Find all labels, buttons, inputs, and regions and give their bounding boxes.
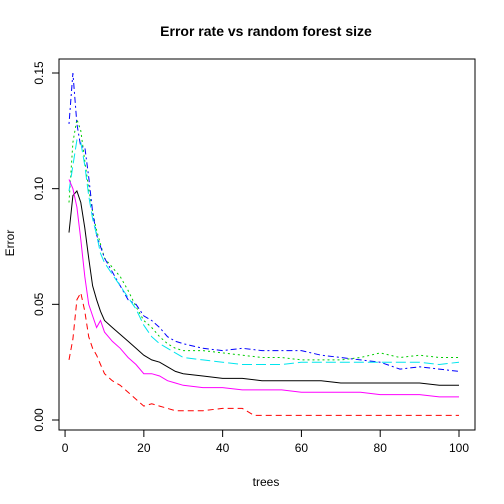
x-tick-label: 40	[216, 441, 230, 455]
series-line-6	[68, 179, 459, 398]
x-tick-label: 80	[374, 441, 388, 455]
y-tick-label: 0.00	[32, 408, 46, 432]
series-line-5	[68, 139, 460, 366]
series-line-2	[68, 291, 459, 416]
series-layer	[68, 72, 460, 416]
plot-frame	[58, 58, 476, 431]
x-tick-label: 60	[295, 441, 309, 455]
x-axis-label: trees	[253, 475, 280, 489]
series-line-3	[68, 119, 459, 361]
x-tick-label: 20	[137, 441, 151, 455]
x-tick-label: 0	[62, 441, 69, 455]
y-tick-label: 0.10	[32, 177, 46, 201]
x-axis: 0 20 40 60 80 100	[62, 429, 469, 455]
chart-title: Error rate vs random forest size	[160, 23, 372, 39]
series-line-1	[68, 190, 459, 386]
x-tick-label: 100	[449, 441, 469, 455]
y-tick-label: 0.15	[32, 61, 46, 85]
y-tick-label: 0.05	[32, 292, 46, 316]
y-axis-label: Error	[3, 230, 17, 257]
series-line-4	[68, 72, 460, 372]
y-axis: 0.00 0.05 0.10 0.15	[32, 61, 60, 432]
